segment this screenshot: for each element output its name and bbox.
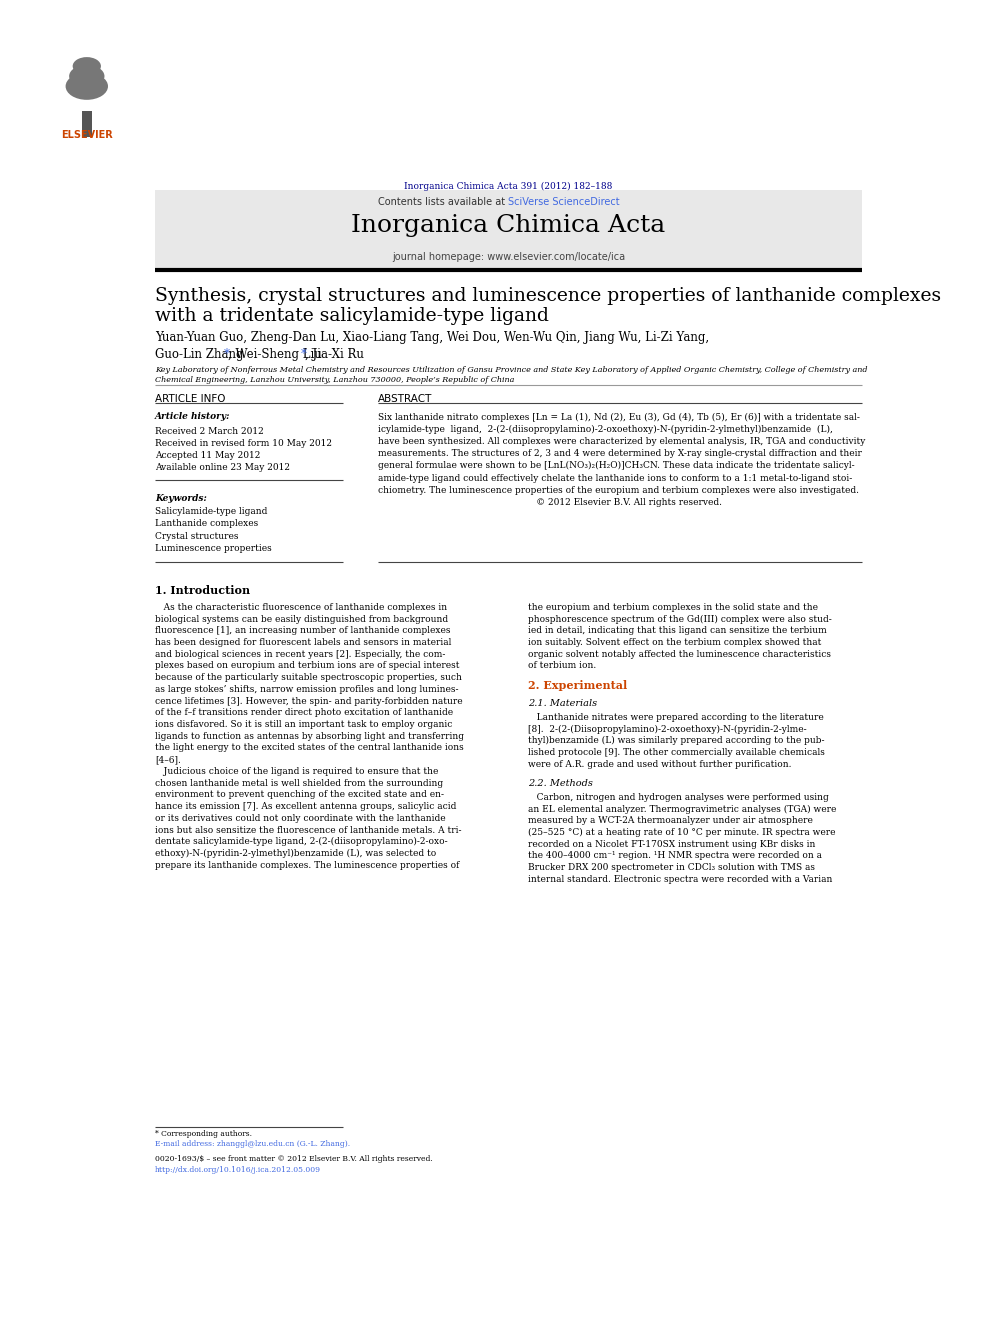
Text: lished protocole [9]. The other commercially available chemicals: lished protocole [9]. The other commerci… [528, 747, 824, 757]
Text: Lanthanide nitrates were prepared according to the literature: Lanthanide nitrates were prepared accord… [528, 713, 823, 722]
Text: amide-type ligand could effectively chelate the lanthanide ions to conform to a : amide-type ligand could effectively chel… [378, 474, 852, 483]
Ellipse shape [69, 65, 104, 87]
Text: Guo-Lin Zhang: Guo-Lin Zhang [155, 348, 243, 361]
Bar [82, 111, 91, 136]
Text: , Wei-Sheng Liu: , Wei-Sheng Liu [228, 348, 321, 361]
Text: were of A.R. grade and used without further purification.: were of A.R. grade and used without furt… [528, 759, 792, 769]
Text: Available online 23 May 2012: Available online 23 May 2012 [155, 463, 290, 472]
Text: ligands to function as antennas by absorbing light and transferring: ligands to function as antennas by absor… [155, 732, 463, 741]
Text: as large stokes’ shifts, narrow emission profiles and long lumines-: as large stokes’ shifts, narrow emission… [155, 685, 458, 695]
Text: the light energy to the excited states of the central lanthanide ions: the light energy to the excited states o… [155, 744, 463, 753]
Text: Judicious choice of the ligand is required to ensure that the: Judicious choice of the ligand is requir… [155, 767, 438, 775]
Text: , Jia-Xi Ru: , Jia-Xi Ru [306, 348, 364, 361]
Ellipse shape [72, 57, 101, 75]
Text: Chemical Engineering, Lanzhou University, Lanzhou 730000, People’s Republic of C: Chemical Engineering, Lanzhou University… [155, 376, 514, 384]
Text: or its derivatives could not only coordinate with the lanthanide: or its derivatives could not only coordi… [155, 814, 445, 823]
Text: 1. Introduction: 1. Introduction [155, 585, 250, 595]
Text: Inorganica Chimica Acta: Inorganica Chimica Acta [351, 214, 666, 237]
Text: Received 2 March 2012: Received 2 March 2012 [155, 427, 264, 435]
Text: ARTICLE INFO: ARTICLE INFO [155, 394, 225, 404]
Text: Keywords:: Keywords: [155, 493, 206, 503]
Text: recorded on a Nicolet FT-170SX instrument using KBr disks in: recorded on a Nicolet FT-170SX instrumen… [528, 840, 815, 849]
Text: ied in detail, indicating that this ligand can sensitize the terbium: ied in detail, indicating that this liga… [528, 626, 826, 635]
Text: internal standard. Electronic spectra were recorded with a Varian: internal standard. Electronic spectra we… [528, 875, 832, 884]
Text: 0020-1693/$ – see front matter © 2012 Elsevier B.V. All rights reserved.: 0020-1693/$ – see front matter © 2012 El… [155, 1155, 433, 1163]
Text: of the f–f transitions render direct photo excitation of lanthanide: of the f–f transitions render direct pho… [155, 708, 453, 717]
Text: 2. Experimental: 2. Experimental [528, 680, 627, 692]
Text: measurements. The structures of 2, 3 and 4 were determined by X-ray single-cryst: measurements. The structures of 2, 3 and… [378, 448, 862, 458]
Text: © 2012 Elsevier B.V. All rights reserved.: © 2012 Elsevier B.V. All rights reserved… [378, 497, 722, 507]
Text: measured by a WCT-2A thermoanalyzer under air atmosphere: measured by a WCT-2A thermoanalyzer unde… [528, 816, 812, 826]
Text: Crystal structures: Crystal structures [155, 532, 238, 541]
Text: icylamide-type  ligand,  2-(2-(diisopropylamino)-2-oxoethoxy)-N-(pyridin-2-ylmet: icylamide-type ligand, 2-(2-(diisopropyl… [378, 425, 832, 434]
Text: Six lanthanide nitrato complexes [Ln = La (1), Nd (2), Eu (3), Gd (4), Tb (5), E: Six lanthanide nitrato complexes [Ln = L… [378, 413, 860, 422]
Text: cence lifetimes [3]. However, the spin- and parity-forbidden nature: cence lifetimes [3]. However, the spin- … [155, 697, 462, 705]
Text: phosphorescence spectrum of the Gd(III) complex were also stud-: phosphorescence spectrum of the Gd(III) … [528, 615, 831, 623]
Text: 2.1. Materials: 2.1. Materials [528, 699, 597, 708]
Text: the 400–4000 cm⁻¹ region. ¹H NMR spectra were recorded on a: the 400–4000 cm⁻¹ region. ¹H NMR spectra… [528, 852, 821, 860]
Text: Acta: Acta [887, 87, 907, 95]
Text: Luminescence properties: Luminescence properties [155, 544, 272, 553]
Text: thyl)benzamide (L) was similarly prepared according to the pub-: thyl)benzamide (L) was similarly prepare… [528, 737, 824, 745]
Text: As the characteristic fluorescence of lanthanide complexes in: As the characteristic fluorescence of la… [155, 603, 446, 613]
Text: ions disfavored. So it is still an important task to employ organic: ions disfavored. So it is still an impor… [155, 720, 452, 729]
Text: * Corresponding authors.: * Corresponding authors. [155, 1130, 252, 1138]
Text: an EL elemental analyzer. Thermogravimetric analyses (TGA) were: an EL elemental analyzer. Thermogravimet… [528, 804, 836, 814]
Text: E-mail address: zhanggl@lzu.edu.cn (G.-L. Zhang).: E-mail address: zhanggl@lzu.edu.cn (G.-L… [155, 1140, 350, 1148]
Text: Lanthanide complexes: Lanthanide complexes [155, 520, 258, 528]
Text: dentate salicylamide-type ligand, 2-(2-(diisopropylamino)-2-oxo-: dentate salicylamide-type ligand, 2-(2-(… [155, 837, 447, 847]
Text: ethoxy)-N-(pyridin-2-ylmethyl)benzamide (L), was selected to: ethoxy)-N-(pyridin-2-ylmethyl)benzamide … [155, 849, 436, 859]
Text: *: * [223, 348, 229, 361]
Text: 2.2. Methods: 2.2. Methods [528, 779, 592, 787]
Text: Received in revised form 10 May 2012: Received in revised form 10 May 2012 [155, 439, 331, 448]
Text: of terbium ion.: of terbium ion. [528, 662, 596, 671]
Text: biological systems can be easily distinguished from background: biological systems can be easily disting… [155, 615, 447, 623]
Text: [8].  2-(2-(Diisopropylamino)-2-oxoethoxy)-N-(pyridin-2-ylme-: [8]. 2-(2-(Diisopropylamino)-2-oxoethoxy… [528, 725, 806, 734]
Text: Chimica: Chimica [879, 73, 915, 81]
Text: have been synthesized. All complexes were characterized by elemental analysis, I: have been synthesized. All complexes wer… [378, 437, 865, 446]
Text: SciVerse ScienceDirect: SciVerse ScienceDirect [509, 197, 620, 208]
Text: Synthesis, crystal structures and luminescence properties of lanthanide complexe: Synthesis, crystal structures and lumine… [155, 287, 940, 306]
Text: chiometry. The luminescence properties of the europium and terbium complexes wer: chiometry. The luminescence properties o… [378, 486, 859, 495]
Text: environment to prevent quenching of the excited state and en-: environment to prevent quenching of the … [155, 790, 443, 799]
Text: http://dx.doi.org/10.1016/j.ica.2012.05.009: http://dx.doi.org/10.1016/j.ica.2012.05.… [155, 1167, 320, 1175]
Text: and biological sciences in recent years [2]. Especially, the com-: and biological sciences in recent years … [155, 650, 445, 659]
Text: prepare its lanthanide complexes. The luminescence properties of: prepare its lanthanide complexes. The lu… [155, 861, 459, 869]
Bar [155, 191, 862, 267]
Text: Accepted 11 May 2012: Accepted 11 May 2012 [155, 451, 260, 460]
Text: ABSTRACT: ABSTRACT [378, 394, 433, 404]
Text: has been designed for fluorescent labels and sensors in material: has been designed for fluorescent labels… [155, 638, 451, 647]
Text: Article history:: Article history: [155, 413, 230, 422]
Text: hance its emission [7]. As excellent antenna groups, salicylic acid: hance its emission [7]. As excellent ant… [155, 802, 456, 811]
Text: ions but also sensitize the fluorescence of lanthanide metals. A tri-: ions but also sensitize the fluorescence… [155, 826, 461, 835]
Text: the europium and terbium complexes in the solid state and the: the europium and terbium complexes in th… [528, 603, 817, 613]
Text: Inorganica: Inorganica [873, 57, 921, 65]
Text: Salicylamide-type ligand: Salicylamide-type ligand [155, 507, 267, 516]
Text: journal homepage: www.elsevier.com/locate/ica: journal homepage: www.elsevier.com/locat… [392, 253, 625, 262]
Text: ion suitably. Solvent effect on the terbium complex showed that: ion suitably. Solvent effect on the terb… [528, 638, 821, 647]
Text: Inorganica Chimica Acta 391 (2012) 182–188: Inorganica Chimica Acta 391 (2012) 182–1… [404, 183, 613, 192]
Text: [4–6].: [4–6]. [155, 755, 181, 765]
Text: Brucker DRX 200 spectrometer in CDCl₃ solution with TMS as: Brucker DRX 200 spectrometer in CDCl₃ so… [528, 863, 814, 872]
Text: (25–525 °C) at a heating rate of 10 °C per minute. IR spectra were: (25–525 °C) at a heating rate of 10 °C p… [528, 828, 835, 837]
Text: Carbon, nitrogen and hydrogen analyses were performed using: Carbon, nitrogen and hydrogen analyses w… [528, 792, 828, 802]
Text: Contents lists available at: Contents lists available at [378, 197, 509, 208]
Text: *: * [301, 348, 307, 361]
Text: because of the particularly suitable spectroscopic properties, such: because of the particularly suitable spe… [155, 673, 461, 683]
Text: organic solvent notably affected the luminescence characteristics: organic solvent notably affected the lum… [528, 650, 830, 659]
Text: chosen lanthanide metal is well shielded from the surrounding: chosen lanthanide metal is well shielded… [155, 779, 442, 787]
Text: with a tridentate salicylamide-type ligand: with a tridentate salicylamide-type liga… [155, 307, 549, 325]
Text: Yuan-Yuan Guo, Zheng-Dan Lu, Xiao-Liang Tang, Wei Dou, Wen-Wu Qin, Jiang Wu, Li-: Yuan-Yuan Guo, Zheng-Dan Lu, Xiao-Liang … [155, 331, 709, 344]
Text: ELSEVIER: ELSEVIER [61, 130, 113, 139]
Text: plexes based on europium and terbium ions are of special interest: plexes based on europium and terbium ion… [155, 662, 459, 671]
Text: general formulae were shown to be [LnL(NO₃)₂(H₂O)]CH₃CN. These data indicate the: general formulae were shown to be [LnL(N… [378, 462, 854, 471]
Text: fluorescence [1], an increasing number of lanthanide complexes: fluorescence [1], an increasing number o… [155, 626, 450, 635]
Text: Key Laboratory of Nonferrous Metal Chemistry and Resources Utilization of Gansu : Key Laboratory of Nonferrous Metal Chemi… [155, 365, 867, 373]
Ellipse shape [65, 73, 108, 99]
